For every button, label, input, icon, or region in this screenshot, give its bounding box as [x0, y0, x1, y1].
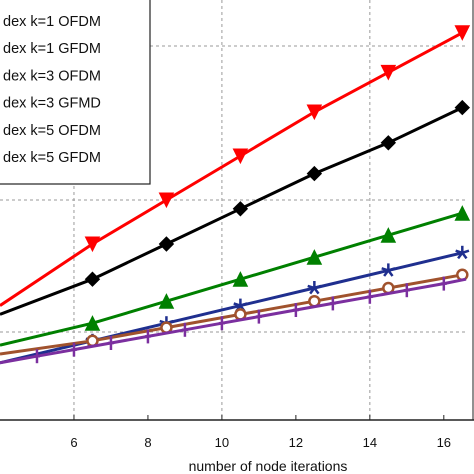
data-point — [232, 201, 249, 217]
plot-series — [0, 25, 471, 365]
x-tick-label: 14 — [363, 435, 377, 450]
data-point — [381, 263, 396, 277]
legend-entry: dex k=1 OFDM — [3, 14, 101, 30]
data-point — [454, 25, 471, 41]
data-point — [255, 309, 262, 324]
data-point — [440, 276, 447, 291]
series-dex-k-5-gfdm — [0, 276, 467, 365]
data-point — [306, 104, 323, 121]
data-point — [107, 336, 114, 350]
data-point — [70, 342, 77, 357]
data-point — [366, 289, 373, 304]
data-point — [84, 315, 101, 331]
legend-entry: dex k=1 GFDM — [3, 41, 101, 57]
series-line — [0, 211, 463, 347]
data-point — [455, 245, 470, 260]
legend-entry: dex k=3 OFDM — [3, 68, 101, 84]
data-point — [380, 64, 397, 81]
series-dex-k-1-ofdm — [0, 25, 471, 307]
data-point — [307, 281, 322, 295]
legend-entry: dex k=5 GFDM — [3, 150, 101, 166]
data-point — [454, 99, 471, 116]
data-point — [380, 135, 397, 151]
data-point — [84, 236, 101, 253]
x-axis-ticks: 6 8 10 12 14 16 — [70, 415, 451, 450]
legend-box — [0, 0, 151, 185]
x-axis-label: number of node iterations — [189, 458, 348, 474]
data-point — [232, 271, 249, 287]
data-point — [232, 148, 249, 165]
legend-entry: dex k=5 OFDM — [3, 123, 101, 139]
data-point — [158, 293, 175, 309]
series-dex-k-1-gfdm — [0, 99, 471, 316]
data-point — [84, 271, 101, 287]
x-tick-label: 8 — [144, 435, 151, 450]
data-point — [292, 303, 299, 317]
data-point — [158, 236, 175, 252]
data-point — [181, 322, 188, 337]
data-point — [329, 296, 336, 311]
data-point — [158, 192, 175, 209]
x-tick-label: 6 — [70, 435, 77, 450]
legend: dex k=1 OFDM dex k=1 GFDM dex k=3 OFDM dex … — [0, 0, 151, 185]
data-point — [218, 316, 225, 331]
series-line — [0, 277, 467, 365]
x-tick-label: 12 — [289, 435, 303, 450]
data-point — [144, 329, 151, 344]
plot-frame — [0, 0, 474, 421]
data-point — [306, 249, 323, 265]
series-dex-k-3-ofdm — [0, 205, 471, 347]
data-point — [454, 205, 471, 221]
x-tick-label: 16 — [437, 435, 451, 450]
data-point — [306, 165, 323, 182]
legend-entry: dex k=3 GFMD — [3, 96, 101, 112]
data-point — [380, 227, 397, 243]
data-point — [33, 349, 40, 364]
x-tick-label: 10 — [215, 435, 229, 450]
data-point — [403, 283, 410, 298]
